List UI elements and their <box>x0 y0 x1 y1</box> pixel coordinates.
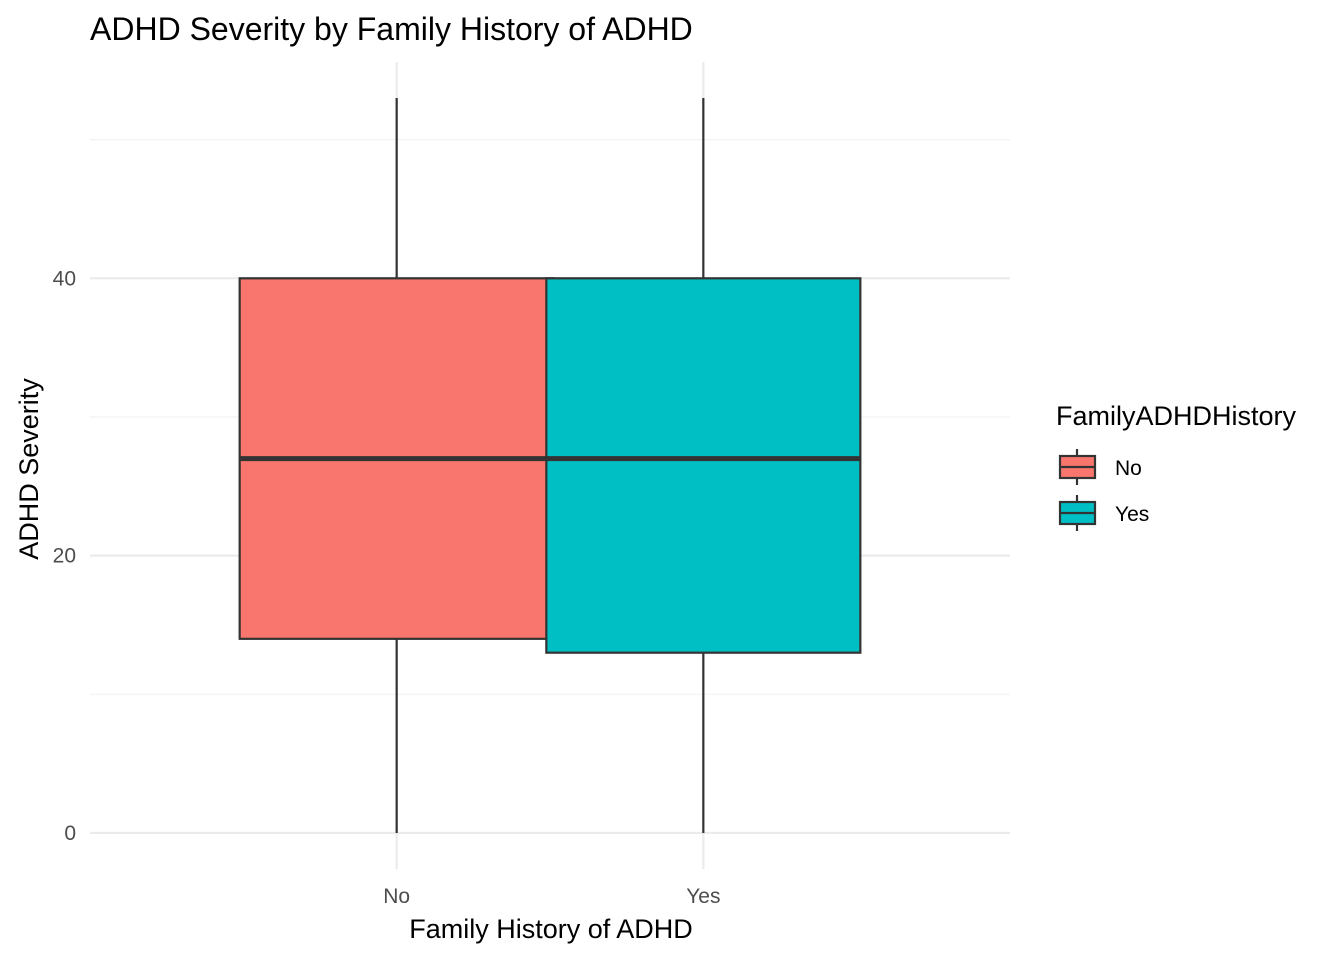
y-axis-ticks: 0 20 40 <box>53 267 76 845</box>
legend-item-yes: Yes <box>1058 495 1149 531</box>
y-axis-title: ADHD Severity <box>14 378 44 560</box>
y-tick-label: 0 <box>64 822 76 845</box>
x-tick-label: Yes <box>686 885 720 908</box>
box-yes <box>545 98 862 833</box>
legend: FamilyADHDHistory No Yes <box>1056 401 1297 531</box>
legend-label: No <box>1115 457 1142 480</box>
box-body <box>545 277 862 654</box>
box-no <box>238 98 555 833</box>
legend-label: Yes <box>1115 503 1149 526</box>
x-axis-title: Family History of ADHD <box>409 914 693 944</box>
x-tick-label: No <box>383 885 410 908</box>
y-tick-label: 40 <box>53 267 76 290</box>
chart-title: ADHD Severity by Family History of ADHD <box>90 11 693 47</box>
legend-title: FamilyADHDHistory <box>1056 401 1297 431</box>
boxplot-series <box>238 98 862 833</box>
legend-item-no: No <box>1058 449 1142 485</box>
y-tick-label: 20 <box>53 545 76 568</box>
x-axis-ticks: No Yes <box>383 885 720 908</box>
